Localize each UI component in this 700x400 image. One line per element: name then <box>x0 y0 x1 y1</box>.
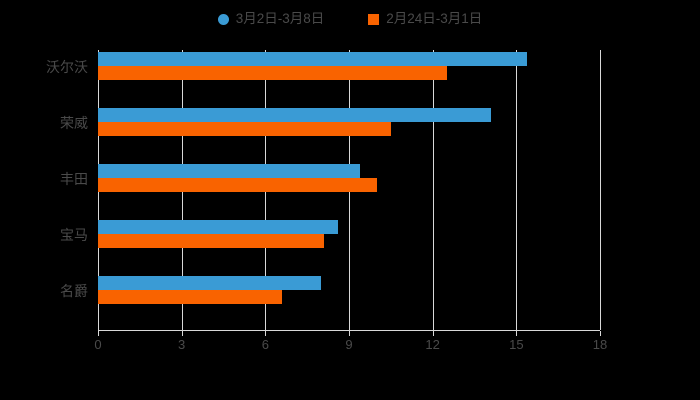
x-tick-mark-1 <box>181 331 183 336</box>
bar-1-1[interactable] <box>98 122 391 136</box>
category-label-2: 丰田 <box>60 171 88 187</box>
bar-2-0[interactable] <box>98 164 361 178</box>
legend-label: 3月2日-3月8日 <box>235 11 325 27</box>
category-label-4: 名爵 <box>60 283 88 299</box>
bar-3-0[interactable] <box>98 220 338 234</box>
x-tick-mark-3 <box>349 331 350 336</box>
x-tick-mark-6 <box>600 331 601 336</box>
x-tick-mark-4 <box>432 331 434 336</box>
x-tick-mark-5 <box>516 331 518 336</box>
gridline-4 <box>432 50 434 330</box>
x-tick-mark-0 <box>98 331 99 336</box>
category-label-0: 沃尔沃 <box>46 59 88 75</box>
bar-0-0[interactable] <box>98 52 528 66</box>
x-tick-label-2: 6 <box>261 337 269 352</box>
bar-1-0[interactable] <box>98 108 492 122</box>
legend-circle-marker-icon <box>217 13 229 25</box>
x-tick-label-4: 12 <box>425 337 440 352</box>
category-label-1: 荣威 <box>60 115 88 131</box>
plot-area <box>98 50 601 330</box>
x-axis-line <box>98 330 600 331</box>
legend-item-0[interactable]: 3月2日-3月8日 <box>217 11 325 27</box>
category-label-3: 宝马 <box>60 227 88 243</box>
chart-legend: 3月2日-3月8日 2月24日-3月1日 <box>0 8 700 30</box>
x-tick-label-1: 3 <box>178 337 186 352</box>
legend-item-1[interactable]: 2月24日-3月1日 <box>368 12 482 26</box>
bar-2-1[interactable] <box>98 178 377 192</box>
x-tick-label-6: 18 <box>592 337 608 352</box>
x-tick-label-3: 9 <box>345 337 353 352</box>
gridline-6 <box>600 50 601 330</box>
bar-4-0[interactable] <box>98 276 322 290</box>
x-tick-mark-2 <box>265 331 267 336</box>
bar-3-1[interactable] <box>98 234 324 248</box>
legend-square-marker-icon <box>368 13 380 25</box>
gridline-5 <box>516 50 518 330</box>
legend-label: 2月24日-3月1日 <box>386 11 483 27</box>
x-tick-label-0: 0 <box>94 337 102 352</box>
x-tick-label-5: 15 <box>509 337 524 352</box>
bar-0-1[interactable] <box>98 66 447 80</box>
bar-4-1[interactable] <box>98 290 283 304</box>
